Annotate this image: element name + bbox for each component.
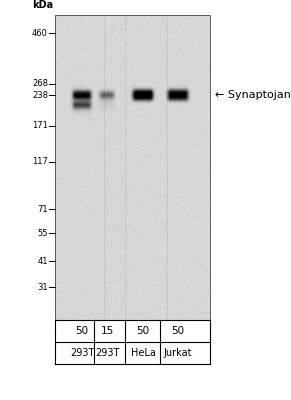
Text: 460: 460 [32,28,48,38]
Text: 293T: 293T [70,348,94,358]
Text: 71: 71 [37,204,48,214]
Bar [55,320,210,364]
Text: 293T: 293T [95,348,119,358]
Text: 268: 268 [32,80,48,88]
Text: 50: 50 [75,326,88,336]
Text: Jurkat: Jurkat [164,348,192,358]
Text: 171: 171 [32,122,48,130]
Text: 15: 15 [100,326,113,336]
Bar [55,15,210,320]
Text: HeLa: HeLa [131,348,155,358]
Text: 41: 41 [38,256,48,266]
Text: 238: 238 [32,90,48,100]
Text: 55: 55 [38,228,48,238]
Text: 31: 31 [37,282,48,292]
Text: ← Synaptojanin 2: ← Synaptojanin 2 [215,90,291,100]
Text: 50: 50 [171,326,184,336]
Text: kDa: kDa [32,0,54,10]
Text: 117: 117 [32,158,48,166]
Text: 50: 50 [136,326,150,336]
